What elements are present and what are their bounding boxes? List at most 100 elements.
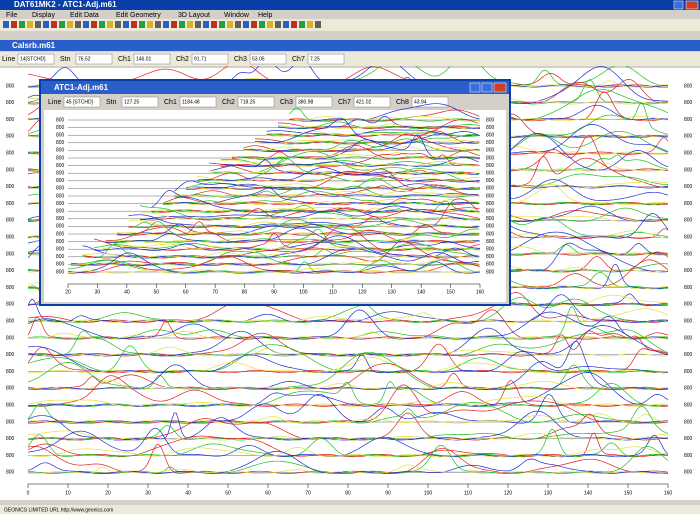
row-label: 800 (56, 224, 65, 230)
toolbar-button[interactable] (19, 21, 25, 28)
toolbar-button[interactable] (235, 21, 241, 28)
toolbar-button[interactable] (243, 21, 249, 28)
toolbar-button[interactable] (267, 21, 273, 28)
toolbar-button[interactable] (203, 21, 209, 28)
toolbar-button[interactable] (163, 21, 169, 28)
toolbar-button[interactable] (283, 21, 289, 28)
row-label: 800 (56, 178, 65, 184)
trace (105, 227, 480, 244)
row-label: 800 (56, 262, 65, 268)
child-title-bar (0, 40, 700, 51)
toolbar-button[interactable] (291, 21, 297, 28)
toolbar-button[interactable] (59, 21, 65, 28)
toolbar-button[interactable] (307, 21, 313, 28)
row-label: 800 (486, 247, 495, 253)
toolbar-button[interactable] (51, 21, 57, 28)
close-button[interactable] (493, 82, 507, 93)
trace (67, 252, 481, 274)
toolbar-button[interactable] (107, 21, 113, 28)
toolbar-button[interactable] (299, 21, 305, 28)
trace (27, 430, 669, 441)
row-label: 800 (6, 436, 15, 442)
trace (27, 384, 669, 424)
row-label: 800 (486, 231, 495, 237)
x-tick-label: 150 (624, 490, 633, 496)
toolbar-button[interactable] (3, 21, 9, 28)
trace (27, 297, 669, 323)
menu-item[interactable]: Display (32, 12, 55, 19)
field-box (353, 96, 391, 108)
restore-button[interactable] (673, 0, 684, 10)
row-label: 800 (486, 254, 495, 260)
trace (231, 152, 480, 160)
field-box (121, 96, 159, 108)
row-label: 800 (684, 151, 693, 157)
toolbar-button[interactable] (43, 21, 49, 28)
toolbar-button[interactable] (67, 21, 73, 28)
trace (27, 375, 669, 407)
toolbar-button[interactable] (91, 21, 97, 28)
menu-item[interactable]: File (6, 12, 17, 19)
row-label: 800 (56, 155, 65, 161)
field-value: 1184.48 (182, 99, 200, 105)
toolbar-button[interactable] (75, 21, 81, 28)
trace (231, 145, 481, 160)
row-label: 800 (6, 134, 15, 140)
row-label: 800 (6, 369, 15, 375)
toolbar-button[interactable] (259, 21, 265, 28)
trace (174, 184, 479, 198)
x-tick-label: 60 (183, 289, 189, 295)
trace (197, 172, 480, 183)
toolbar-button[interactable] (147, 21, 153, 28)
minimize-button[interactable] (469, 82, 481, 93)
x-tick-label: 110 (329, 289, 337, 295)
toolbar-button[interactable] (123, 21, 129, 28)
toolbar-button[interactable] (115, 21, 121, 28)
menu-item[interactable]: Help (258, 12, 273, 19)
toolbar-button[interactable] (99, 21, 105, 28)
toolbar-button[interactable] (27, 21, 33, 28)
row-label: 800 (6, 117, 15, 123)
menu-item[interactable]: Edit Geometry (116, 12, 161, 19)
trace (116, 218, 480, 236)
close-button[interactable] (685, 0, 699, 10)
trace (266, 132, 479, 137)
trace (27, 345, 669, 374)
toolbar-button[interactable] (211, 21, 217, 28)
toolbar-button[interactable] (275, 21, 281, 28)
toolbar-button[interactable] (139, 21, 145, 28)
field-label: Ch7 (338, 99, 351, 106)
field-box (179, 96, 217, 108)
toolbar-button[interactable] (227, 21, 233, 28)
toolbar-button[interactable] (83, 21, 89, 28)
toolbar-button[interactable] (187, 21, 193, 28)
trace (27, 379, 669, 390)
row-label: 800 (6, 184, 15, 190)
row-label: 800 (6, 218, 15, 224)
trace (93, 232, 481, 251)
field-label: Ch1 (118, 56, 131, 63)
row-label: 800 (684, 453, 693, 459)
trace (70, 240, 480, 266)
trace (266, 130, 479, 137)
field-value: 45 [STCHD] (66, 99, 94, 105)
menu-item[interactable]: Window (224, 12, 250, 19)
row-label: 800 (56, 140, 65, 146)
trace (243, 146, 480, 152)
maximize-button[interactable] (481, 82, 493, 93)
toolbar-button[interactable] (195, 21, 201, 28)
toolbar-button[interactable] (35, 21, 41, 28)
menu-item[interactable]: Edit Data (70, 12, 99, 19)
toolbar-button[interactable] (251, 21, 257, 28)
toolbar-button[interactable] (131, 21, 137, 28)
toolbar-button[interactable] (155, 21, 161, 28)
toolbar-button[interactable] (11, 21, 17, 28)
trace (277, 116, 481, 130)
toolbar-button[interactable] (315, 21, 321, 28)
toolbar-button[interactable] (179, 21, 185, 28)
menu-item[interactable]: 3D Layout (178, 12, 210, 19)
toolbar-button[interactable] (219, 21, 225, 28)
toolbar-button[interactable] (171, 21, 177, 28)
field-value: 53.05 (252, 56, 265, 62)
row-label: 800 (486, 155, 495, 161)
